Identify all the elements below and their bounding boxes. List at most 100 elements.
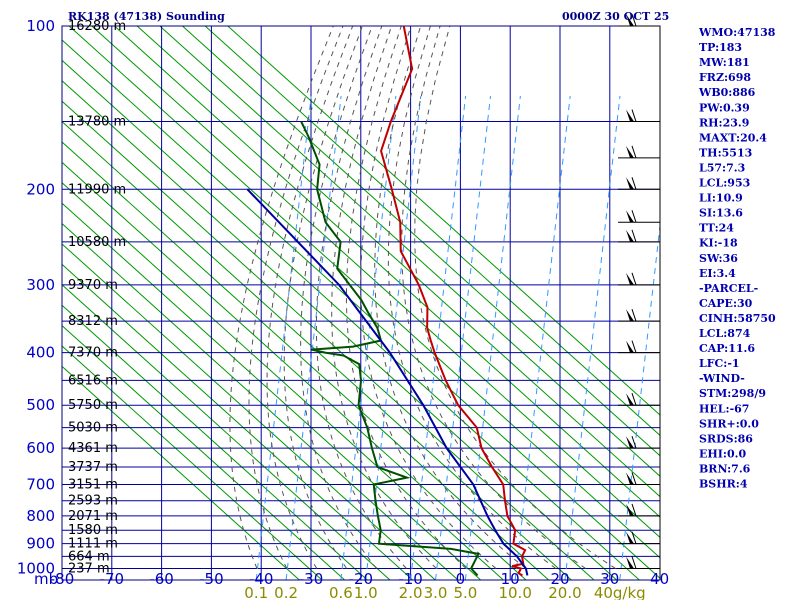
- stability-index-item: WMO:47138: [698, 26, 776, 39]
- wind-barb: [631, 109, 637, 122]
- pressure-tick-label: 500: [26, 396, 55, 414]
- mixing-ratio-line: [340, 95, 397, 581]
- wind-barb: [631, 503, 637, 517]
- moist-adiabat: [401, 25, 586, 569]
- dry-adiabat: [61, 264, 414, 581]
- height-label: 2593 m: [68, 494, 118, 509]
- height-label: 13780 m: [68, 115, 126, 130]
- mixing-ratio-line: [255, 95, 312, 581]
- moist-adiabat: [315, 25, 407, 569]
- dry-adiabat: [61, 60, 640, 581]
- parcel-profile: [246, 188, 529, 576]
- temperature-tick-label: 0: [456, 570, 466, 588]
- height-label: 9370 m: [68, 278, 118, 293]
- temperature-tick-label: -70: [100, 570, 125, 588]
- stability-index-item: SRDS:86: [699, 432, 753, 445]
- dry-adiabat: [204, 25, 661, 436]
- dry-adiabat: [114, 25, 661, 518]
- wind-barb-flag: [626, 556, 634, 569]
- height-label: 1111 m: [68, 537, 118, 552]
- pressure-tick-label: 300: [26, 276, 55, 294]
- wind-barb: [631, 272, 637, 285]
- stability-index-item: CINH:58750: [699, 312, 776, 325]
- pressure-tick-label: 600: [26, 439, 55, 457]
- stability-index-item: BSHR:4: [699, 478, 748, 491]
- height-label: 5750 m: [68, 398, 118, 413]
- temperature-tick-label: -10: [398, 570, 423, 588]
- mixing-ratio-label: 3.0: [424, 584, 448, 600]
- wind-barb-flag: [626, 14, 634, 26]
- stability-index-item: HEL:-67: [699, 402, 749, 415]
- moist-adiabat: [300, 25, 377, 569]
- dry-adiabat: [91, 25, 661, 538]
- height-label: 1580 m: [68, 523, 118, 538]
- stability-index-item: CAP:11.6: [699, 342, 755, 355]
- stability-index-item: -WIND-: [699, 372, 745, 385]
- temperature-tick-label: -40: [249, 570, 274, 588]
- temperature-profile: [380, 25, 527, 577]
- stability-index-item: SI:13.6: [699, 207, 743, 220]
- stability-index-item: LCL:874: [699, 327, 751, 340]
- pressure-tick-label: 800: [26, 507, 55, 525]
- wind-barb: [631, 145, 637, 159]
- wind-barb-flag: [626, 531, 634, 544]
- height-label: 8312 m: [68, 314, 118, 329]
- wind-barb: [631, 340, 637, 353]
- stability-index-item: TP:183: [699, 41, 742, 54]
- stability-index-item: SW:36: [699, 252, 738, 265]
- dry-adiabat: [68, 25, 661, 559]
- dry-adiabat: [227, 25, 661, 416]
- chart-time: 0000Z 30 OCT 25: [562, 10, 669, 23]
- stability-index-item: MW:181: [699, 56, 750, 69]
- pressure-tick-label: 1000: [17, 560, 55, 578]
- x-axis-unit-label: mb: [34, 570, 58, 588]
- wind-barb: [631, 309, 637, 322]
- mixing-ratio-line: [464, 95, 521, 581]
- dry-adiabat: [159, 25, 661, 477]
- pressure-tick-label: 100: [26, 17, 55, 35]
- mixing-ratio-label: 5.0: [453, 584, 477, 600]
- wind-barb-flag: [626, 177, 634, 190]
- dry-adiabat: [61, 284, 391, 581]
- stability-index-item: SHR+:0.0: [699, 417, 759, 430]
- moist-adiabat: [387, 25, 557, 569]
- dry-adiabat: [61, 325, 346, 581]
- stability-index-item: LCL:953: [699, 177, 750, 190]
- stability-index-item: -PARCEL-: [699, 282, 758, 295]
- mixing-ratio-line: [564, 95, 621, 581]
- wind-barb-flag: [626, 393, 634, 406]
- mixing-ratio-line: [514, 95, 571, 581]
- wind-barb-flag: [626, 436, 634, 449]
- mixing-ratio-label: 1.0: [354, 584, 378, 600]
- pressure-tick-label: 900: [26, 535, 55, 553]
- moist-adiabat: [248, 25, 344, 569]
- pressure-tick-label: 200: [26, 180, 55, 198]
- mixing-ratio-label: 20.0: [548, 584, 581, 600]
- moist-adiabat: [266, 25, 354, 569]
- temperature-tick-label: -50: [199, 570, 224, 588]
- mixing-ratio-line: [619, 225, 661, 581]
- moist-adiabat: [229, 25, 334, 569]
- wind-barb-flag: [626, 309, 634, 322]
- height-label: 10580 m: [68, 235, 126, 250]
- wind-barb-column: [618, 13, 661, 580]
- stability-index-item: LFC:-1: [699, 357, 740, 370]
- stability-index-item: CAPE:30: [699, 297, 753, 310]
- height-label: 6516 m: [68, 373, 118, 388]
- wind-barb-flag: [626, 472, 634, 485]
- stability-index-item: MAXT:20.4: [699, 131, 767, 144]
- height-label: 5030 m: [68, 421, 118, 436]
- temperature-tick-label: -60: [149, 570, 174, 588]
- mixing-ratio-line: [285, 95, 342, 581]
- height-label: 3151 m: [68, 477, 118, 492]
- mixing-ratio-label: 0.1: [244, 584, 268, 600]
- stability-index-item: RH:23.9: [699, 116, 749, 129]
- chart-title: RK138 (47138) Sounding: [68, 10, 225, 23]
- wind-barb: [631, 556, 637, 569]
- wind-barb: [631, 435, 637, 449]
- temperature-tick-label: 10: [501, 570, 520, 588]
- wind-barb-flag: [626, 210, 634, 223]
- temperature-tick-label: -80: [50, 570, 75, 588]
